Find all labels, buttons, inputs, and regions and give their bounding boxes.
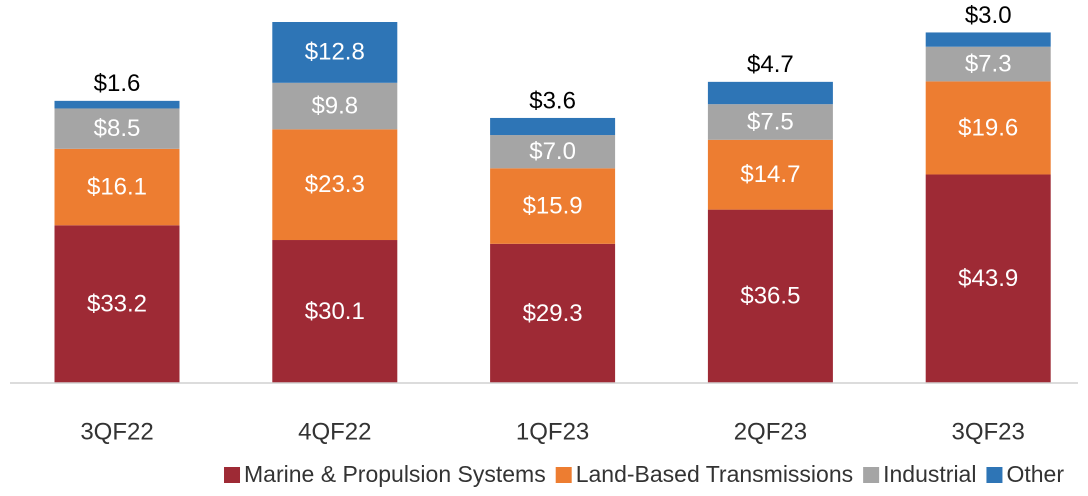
data-label: $7.5 [747,108,794,135]
bar-segment [490,135,616,169]
legend-swatch [863,467,880,483]
x-tick-label: 1QF23 [516,418,589,445]
legend-swatch [555,467,572,483]
bar-segment [272,129,398,241]
data-label: $43.9 [958,265,1018,292]
bar-segment [490,243,616,383]
x-tick-label: 3QF23 [952,418,1025,445]
legend-label: Industrial [883,461,976,487]
data-label: $8.5 [94,115,141,142]
bar-segment [54,225,180,383]
x-tick-label: 3QF22 [80,418,153,445]
data-label: $7.0 [529,138,576,165]
bar-segment [272,22,398,83]
data-label: $15.9 [523,192,583,219]
data-label: $30.1 [305,298,365,325]
data-label: $9.8 [311,92,358,119]
data-label: $36.5 [740,283,800,310]
x-tick-label: 4QF22 [298,418,371,445]
bar-segment [490,168,616,244]
data-label: $7.3 [965,50,1012,77]
bar-segment [490,117,616,136]
bar-segment [925,46,1051,82]
bar-segment [272,82,398,130]
legend-label: Other [1006,461,1064,487]
data-label: $33.2 [87,290,147,317]
bar-segment [54,108,180,149]
bar-segment [707,81,833,105]
data-label: $1.6 [94,70,141,97]
data-label: $12.8 [305,39,365,66]
data-label: $16.1 [87,173,147,200]
data-label: $4.7 [747,51,794,78]
bar-segment [272,240,398,383]
bar-segment [925,174,1051,383]
bar-segment [707,139,833,210]
bar-segment [54,100,180,109]
bar-segment [54,148,180,226]
data-label: $3.0 [965,2,1012,29]
legend-swatch [224,467,241,483]
bar-segment [925,32,1051,47]
bar-segment [707,104,833,140]
bar-segment [707,209,833,383]
legend-label: Marine & Propulsion Systems [244,461,546,487]
bar-segment [925,81,1051,175]
data-label: $29.3 [523,300,583,327]
data-label: $14.7 [740,161,800,188]
legend-label: Land-Based Transmissions [576,461,853,487]
x-tick-label: 2QF23 [734,418,807,445]
data-label: $23.3 [305,171,365,198]
data-label: $3.6 [529,87,576,114]
data-label: $19.6 [958,114,1018,141]
legend-swatch [986,467,1003,483]
